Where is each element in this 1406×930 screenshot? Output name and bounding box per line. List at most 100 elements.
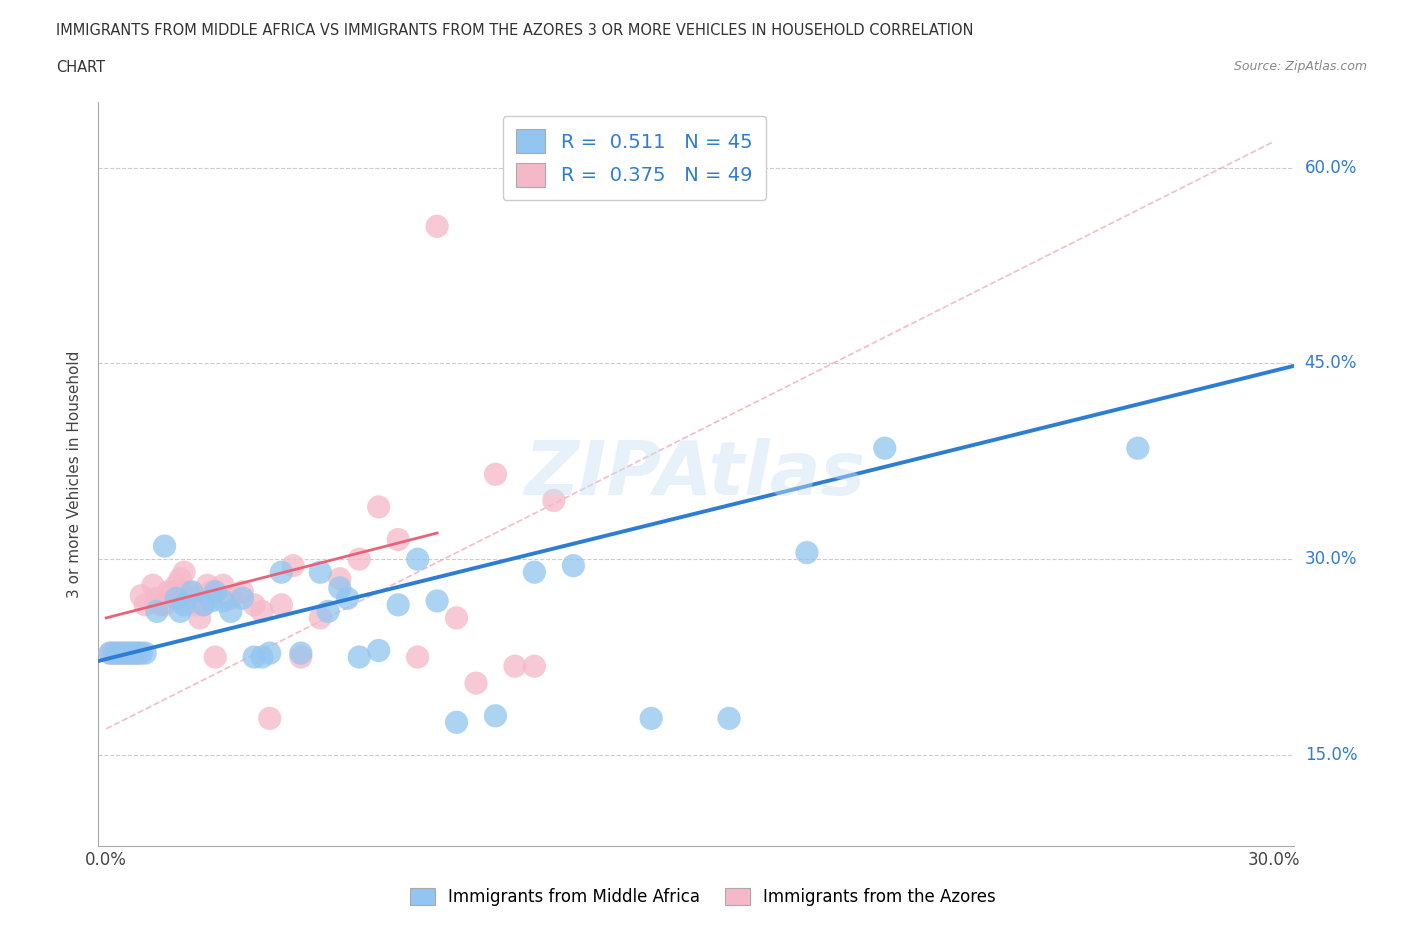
- Text: ZIPAtlas: ZIPAtlas: [526, 438, 866, 511]
- Point: [134, 597, 156, 612]
- Point: [107, 645, 129, 660]
- Point: [153, 597, 176, 612]
- Text: 15.0%: 15.0%: [1305, 746, 1357, 764]
- Legend: R =  0.511   N = 45, R =  0.375   N = 49: R = 0.511 N = 45, R = 0.375 N = 49: [502, 115, 766, 200]
- Point: [153, 538, 176, 553]
- Point: [169, 571, 191, 586]
- Point: [127, 645, 149, 660]
- Point: [165, 591, 187, 605]
- Point: [329, 571, 352, 586]
- Y-axis label: 3 or more Vehicles in Household: 3 or more Vehicles in Household: [67, 351, 83, 598]
- Point: [204, 649, 226, 664]
- Point: [129, 645, 152, 660]
- Point: [103, 645, 125, 660]
- Point: [270, 597, 292, 612]
- Point: [127, 645, 149, 660]
- Point: [503, 658, 526, 673]
- Point: [873, 441, 896, 456]
- Point: [543, 493, 565, 508]
- Point: [250, 604, 273, 618]
- Point: [349, 551, 371, 566]
- Point: [173, 597, 195, 612]
- Point: [122, 645, 145, 660]
- Point: [231, 591, 253, 605]
- Text: IMMIGRANTS FROM MIDDLE AFRICA VS IMMIGRANTS FROM THE AZORES 3 OR MORE VEHICLES I: IMMIGRANTS FROM MIDDLE AFRICA VS IMMIGRA…: [56, 23, 974, 38]
- Point: [231, 584, 253, 599]
- Point: [212, 593, 235, 608]
- Point: [387, 532, 409, 547]
- Point: [193, 597, 215, 612]
- Point: [243, 649, 266, 664]
- Point: [290, 649, 312, 664]
- Point: [718, 711, 741, 725]
- Point: [523, 658, 546, 673]
- Point: [259, 711, 281, 725]
- Point: [129, 589, 152, 604]
- Point: [180, 591, 202, 605]
- Text: Source: ZipAtlas.com: Source: ZipAtlas.com: [1233, 60, 1367, 73]
- Point: [796, 545, 818, 560]
- Point: [98, 645, 121, 660]
- Point: [134, 645, 156, 660]
- Point: [250, 649, 273, 664]
- Text: 45.0%: 45.0%: [1305, 354, 1357, 372]
- Point: [349, 649, 371, 664]
- Point: [387, 597, 409, 612]
- Point: [562, 558, 585, 573]
- Text: 30.0%: 30.0%: [1305, 551, 1357, 568]
- Point: [103, 645, 125, 660]
- Point: [157, 584, 180, 599]
- Point: [446, 610, 468, 625]
- Point: [146, 604, 169, 618]
- Point: [204, 584, 226, 599]
- Point: [111, 645, 134, 660]
- Point: [270, 565, 292, 579]
- Point: [122, 645, 145, 660]
- Point: [162, 584, 184, 599]
- Point: [406, 551, 429, 566]
- Point: [523, 565, 546, 579]
- Point: [169, 604, 191, 618]
- Point: [1126, 441, 1149, 456]
- Point: [146, 591, 169, 605]
- Point: [309, 610, 332, 625]
- Point: [114, 645, 136, 660]
- Point: [367, 643, 389, 658]
- Point: [188, 610, 211, 625]
- Point: [640, 711, 662, 725]
- Point: [118, 645, 141, 660]
- Point: [180, 584, 202, 599]
- Point: [426, 219, 449, 233]
- Point: [200, 593, 222, 608]
- Point: [118, 645, 141, 660]
- Point: [484, 709, 506, 724]
- Point: [336, 591, 359, 605]
- Point: [149, 597, 172, 612]
- Point: [197, 578, 219, 592]
- Point: [281, 558, 304, 573]
- Legend: Immigrants from Middle Africa, Immigrants from the Azores: Immigrants from Middle Africa, Immigrant…: [404, 881, 1002, 912]
- Point: [446, 715, 468, 730]
- Point: [290, 645, 312, 660]
- Point: [367, 499, 389, 514]
- Point: [243, 597, 266, 612]
- Point: [142, 578, 165, 592]
- Point: [406, 649, 429, 664]
- Point: [173, 565, 195, 579]
- Point: [107, 645, 129, 660]
- Point: [165, 578, 187, 592]
- Point: [177, 584, 200, 599]
- Point: [426, 593, 449, 608]
- Point: [193, 597, 215, 612]
- Point: [184, 597, 207, 612]
- Point: [329, 580, 352, 595]
- Text: 60.0%: 60.0%: [1305, 158, 1357, 177]
- Point: [111, 645, 134, 660]
- Point: [316, 604, 339, 618]
- Point: [114, 645, 136, 660]
- Point: [98, 645, 121, 660]
- Text: CHART: CHART: [56, 60, 105, 75]
- Point: [465, 676, 488, 691]
- Point: [212, 578, 235, 592]
- Point: [219, 604, 242, 618]
